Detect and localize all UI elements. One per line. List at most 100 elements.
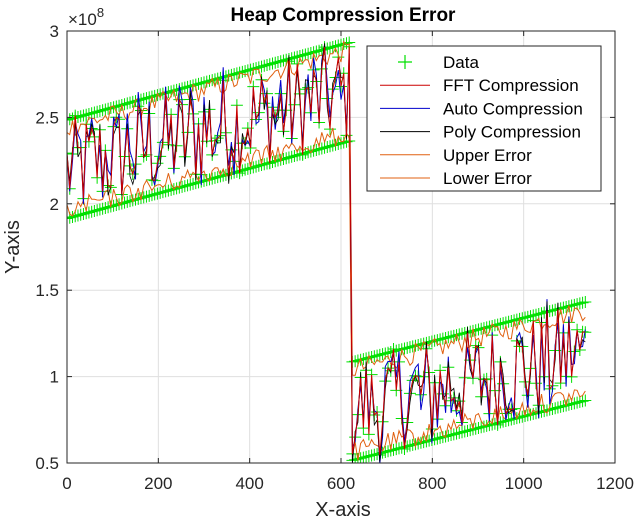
data-marker xyxy=(521,409,534,422)
data-marker xyxy=(277,54,290,67)
data-marker xyxy=(540,404,553,417)
data-marker xyxy=(93,104,106,117)
x-tick-label: 0 xyxy=(62,474,71,493)
data-marker xyxy=(288,51,301,64)
data-marker xyxy=(184,178,197,191)
data-marker xyxy=(192,77,205,90)
data-marker xyxy=(384,346,397,359)
x-axis-title: X-axis xyxy=(315,499,371,520)
data-marker xyxy=(447,428,460,441)
data-marker xyxy=(436,332,449,345)
data-marker xyxy=(475,421,488,434)
data-marker xyxy=(214,170,227,183)
data-marker xyxy=(159,185,172,198)
data-marker xyxy=(527,309,540,322)
data-marker xyxy=(529,308,542,321)
data-marker xyxy=(107,199,120,212)
data-marker xyxy=(74,208,87,221)
data-marker xyxy=(113,99,126,112)
data-marker xyxy=(148,188,161,201)
data-marker xyxy=(67,210,79,223)
data-marker xyxy=(71,209,84,222)
data-marker xyxy=(266,156,279,169)
data-marker xyxy=(497,317,510,330)
data-marker xyxy=(502,315,515,328)
data-marker xyxy=(82,206,95,219)
data-marker xyxy=(332,137,345,150)
data-marker xyxy=(401,341,414,354)
data-marker xyxy=(129,193,142,206)
data-marker xyxy=(562,398,575,411)
chart-title: Heap Compression Error xyxy=(231,5,456,26)
data-marker xyxy=(255,60,268,73)
data-marker xyxy=(214,71,227,84)
series-lower-error xyxy=(67,127,586,461)
x-tick-label: 600 xyxy=(327,474,355,493)
data-marker xyxy=(362,450,375,463)
data-marker xyxy=(549,402,562,415)
legend-label: FFT Compression xyxy=(443,76,579,95)
data-marker xyxy=(505,315,518,328)
data-marker xyxy=(198,76,210,89)
data-marker xyxy=(244,162,257,175)
data-marker xyxy=(551,401,564,414)
data-marker xyxy=(442,331,455,344)
data-marker xyxy=(252,159,265,172)
data-marker xyxy=(85,205,98,218)
data-marker xyxy=(456,327,469,340)
data-marker xyxy=(387,443,400,456)
data-marker xyxy=(318,141,331,154)
legend-label: Data xyxy=(443,53,479,72)
data-marker xyxy=(310,45,323,58)
data-marker xyxy=(464,424,477,437)
data-marker xyxy=(340,37,353,50)
data-layer xyxy=(67,36,592,463)
x-tick-label: 400 xyxy=(235,474,263,493)
data-marker xyxy=(428,334,441,347)
data-marker xyxy=(200,174,213,187)
data-marker xyxy=(519,311,532,324)
data-marker xyxy=(431,432,444,445)
data-marker xyxy=(360,450,373,463)
data-marker xyxy=(458,425,471,438)
y-tick-label: 2.5 xyxy=(35,108,59,127)
series-fft-compression xyxy=(67,46,586,456)
data-marker xyxy=(315,44,328,57)
data-marker xyxy=(291,50,304,63)
data-marker xyxy=(395,441,408,454)
data-marker xyxy=(453,328,466,341)
data-marker xyxy=(469,324,482,337)
data-marker xyxy=(304,145,317,158)
data-marker xyxy=(321,140,334,153)
data-marker xyxy=(134,93,147,106)
data-marker xyxy=(475,322,488,335)
data-marker xyxy=(326,139,339,152)
data-marker xyxy=(560,300,573,313)
data-marker xyxy=(269,56,282,69)
data-marker xyxy=(321,42,334,55)
data-marker xyxy=(398,342,411,355)
data-marker xyxy=(469,422,482,435)
data-marker xyxy=(491,318,504,331)
data-marker xyxy=(335,137,347,150)
data-marker xyxy=(373,348,386,361)
data-marker xyxy=(156,87,169,100)
data-marker xyxy=(538,306,551,319)
data-marker xyxy=(271,154,284,167)
data-marker xyxy=(88,204,101,217)
data-marker xyxy=(445,429,458,442)
data-marker xyxy=(67,113,73,126)
data-marker xyxy=(206,172,219,185)
data-marker xyxy=(480,419,493,432)
legend-box xyxy=(366,45,602,192)
data-marker xyxy=(302,47,315,60)
legend-item: FFT Compression xyxy=(380,76,579,95)
data-marker xyxy=(137,92,150,105)
data-marker xyxy=(102,201,115,214)
data-marker xyxy=(368,350,381,363)
data-marker xyxy=(250,160,263,173)
legend-label: Upper Error xyxy=(443,146,532,165)
data-marker xyxy=(406,340,419,353)
y-tick-label: 3 xyxy=(50,22,59,41)
